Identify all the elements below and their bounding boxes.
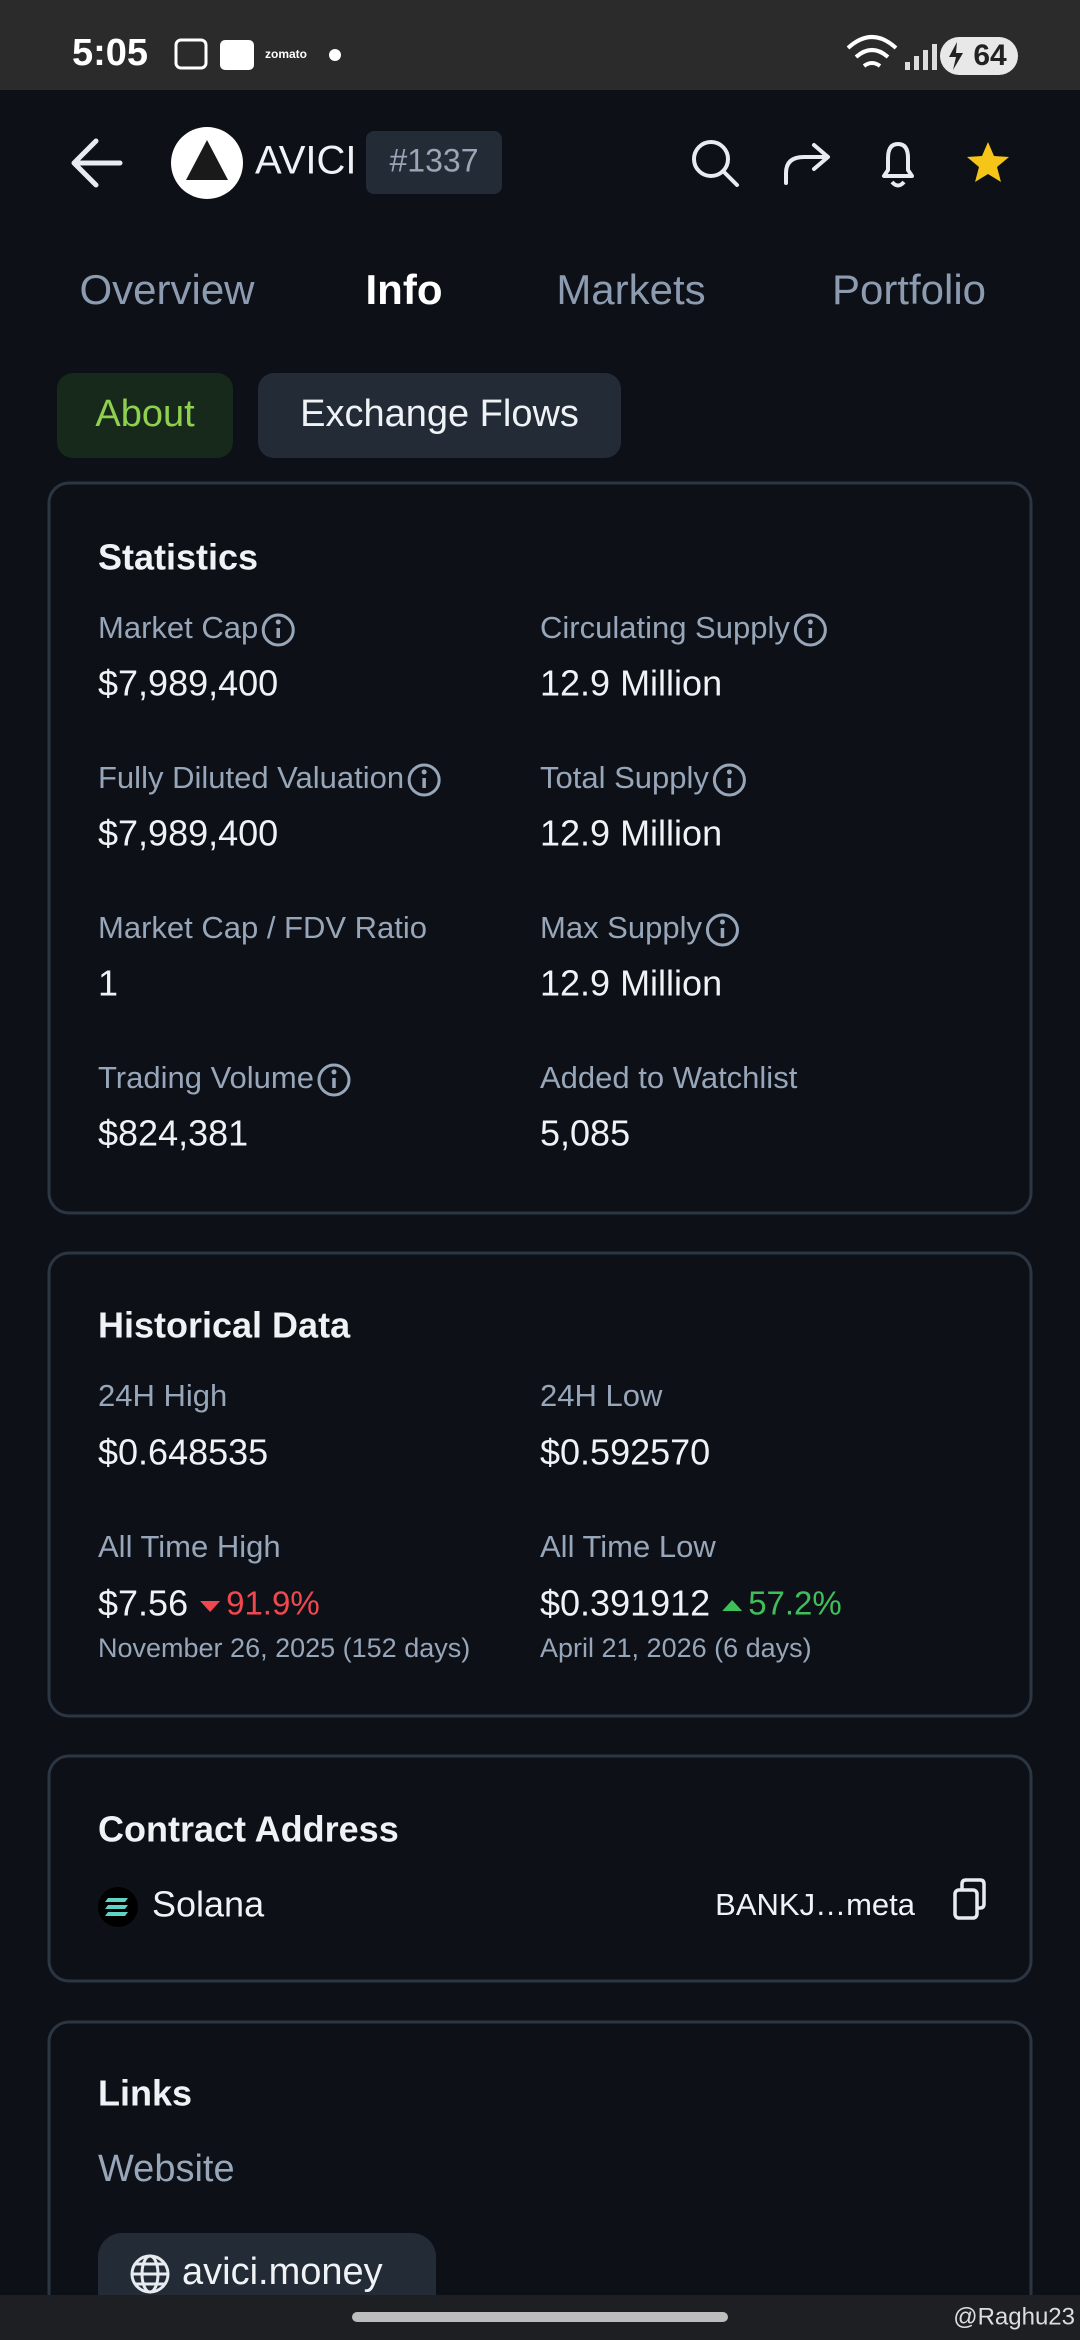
watchlist-star[interactable]	[967, 142, 1009, 182]
section-title: Historical Data	[98, 1305, 351, 1346]
stat-label: Market Cap / FDV Ratio	[98, 910, 427, 945]
battery-level: 64	[973, 39, 1007, 72]
stat-label: Trading Volume	[98, 1060, 314, 1095]
stat-value: 1	[98, 963, 118, 1004]
coin-name: AVICI	[255, 139, 357, 183]
info-icon[interactable]	[317, 1063, 351, 1097]
stat-value: 12.9 Million	[540, 813, 722, 854]
tab[interactable]: Info	[366, 266, 443, 313]
wifi-icon	[846, 35, 898, 68]
stat-value: $7,989,400	[98, 813, 278, 854]
stat-value: $824,381	[98, 1113, 248, 1154]
price-change: 57.2%	[748, 1585, 842, 1622]
tab[interactable]: Markets	[556, 266, 705, 313]
stat-value: 5,085	[540, 1113, 630, 1154]
status-dot	[329, 49, 341, 61]
info-icon-ring	[407, 763, 441, 797]
price-change: 91.9%	[226, 1585, 320, 1622]
sub-tab[interactable]: About	[95, 393, 195, 435]
info-icon-dot	[726, 769, 732, 775]
section-title: Contract Address	[98, 1809, 399, 1850]
tab[interactable]: Portfolio	[832, 266, 986, 313]
contract-address: BANKJ…meta	[715, 1887, 916, 1922]
stat-label: Max Supply	[540, 910, 702, 945]
info-icon-dot	[331, 1069, 337, 1075]
status-icon	[220, 40, 254, 70]
stat-label: All Time Low	[540, 1529, 716, 1564]
stat-value: $0.592570	[540, 1432, 710, 1473]
stat-value: $7.56	[98, 1583, 188, 1624]
status-app: zomato	[265, 47, 307, 61]
sub-tab[interactable]: Exchange Flows	[300, 393, 579, 435]
statistics-card	[47, 481, 1033, 1215]
info-icon-ring	[317, 1063, 351, 1097]
copy-button[interactable]	[953, 1878, 986, 1920]
up-arrow	[722, 1600, 743, 1611]
info-icon[interactable]	[793, 613, 827, 647]
rank-badge	[366, 131, 502, 194]
info-icon[interactable]	[261, 613, 295, 647]
stat-value: $0.391912	[540, 1583, 710, 1624]
historical-card	[47, 1251, 1033, 1718]
info-icon[interactable]	[705, 913, 739, 947]
info-icon-dot	[719, 919, 725, 925]
watermark: @Raghu23	[953, 2303, 1075, 2330]
date: April 21, 2026 (6 days)	[540, 1633, 812, 1663]
chain-name: Solana	[152, 1884, 265, 1925]
stat-label: Added to Watchlist	[540, 1060, 798, 1095]
status-icon	[174, 38, 208, 70]
share-button[interactable]	[784, 143, 830, 185]
stat-value: $7,989,400	[98, 663, 278, 704]
stat-value: 12.9 Million	[540, 963, 722, 1004]
info-icon-ring	[705, 913, 739, 947]
website-link[interactable]: avici.money	[182, 2251, 383, 2293]
chain-logo-mark	[105, 1898, 128, 1916]
stat-value: $0.648535	[98, 1432, 268, 1473]
status-bar	[0, 0, 1080, 90]
link-group-label: Website	[98, 2148, 235, 2190]
contract-card	[47, 1754, 1033, 1983]
sub-tab-pill[interactable]	[57, 373, 233, 458]
info-icon[interactable]	[712, 763, 746, 797]
stat-label: Fully Diluted Valuation	[98, 760, 404, 795]
status-time: 5:05	[72, 32, 148, 74]
alert-button[interactable]	[882, 142, 914, 188]
stat-label: 24H High	[98, 1378, 227, 1413]
tab[interactable]: Overview	[79, 266, 255, 313]
info-icon-dot	[807, 619, 813, 625]
info-icon-ring	[261, 613, 295, 647]
info-icon-ring	[793, 613, 827, 647]
battery	[940, 37, 1018, 75]
globe-icon	[130, 2254, 170, 2294]
back-button[interactable]	[71, 138, 123, 188]
rank: #1337	[390, 142, 479, 178]
stat-label: Circulating Supply	[540, 610, 790, 645]
signal-icon	[905, 44, 937, 70]
section-title: Statistics	[98, 537, 258, 578]
stat-label: 24H Low	[540, 1378, 663, 1413]
info-icon[interactable]	[407, 763, 441, 797]
down-arrow	[200, 1601, 221, 1612]
info-icon-dot	[275, 619, 281, 625]
charging-icon	[949, 42, 963, 70]
coin-logo-mark	[186, 140, 228, 180]
stat-label: Market Cap	[98, 610, 258, 645]
info-icon-ring	[712, 763, 746, 797]
section-title: Links	[98, 2073, 192, 2114]
stat-label: Total Supply	[540, 760, 709, 795]
stat-label: All Time High	[98, 1529, 281, 1564]
search-button[interactable]	[692, 140, 739, 187]
sub-tab-pill[interactable]	[258, 373, 621, 458]
date: November 26, 2025 (152 days)	[98, 1633, 470, 1663]
stat-value: 12.9 Million	[540, 663, 722, 704]
home-indicator[interactable]	[352, 2312, 728, 2322]
info-icon-dot	[421, 769, 427, 775]
